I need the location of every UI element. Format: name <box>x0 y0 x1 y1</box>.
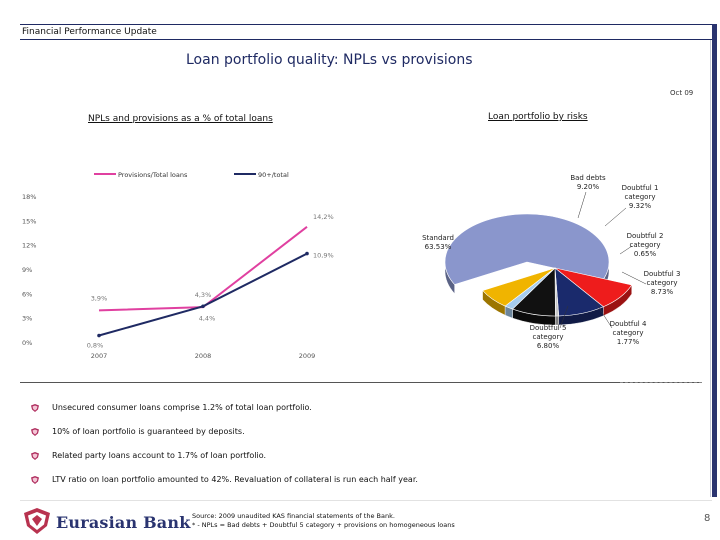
leader-line <box>621 271 647 285</box>
header-bar <box>20 24 712 40</box>
pie-chart-subtitle: Loan portfolio by risks <box>488 112 588 122</box>
shield-bullet-icon <box>31 476 39 484</box>
leader-line <box>577 191 587 219</box>
pie-slice <box>482 267 556 316</box>
y-tick-label: 9% <box>22 266 32 274</box>
bullet-text: Unsecured consumer loans comprise 1.2% o… <box>52 403 312 412</box>
right-accent-bar <box>712 24 717 497</box>
x-tick-label: 2009 <box>299 352 316 360</box>
slice-label: Bad debts 9.20% <box>570 174 606 191</box>
x-tick-label: 2007 <box>91 352 108 360</box>
slide-title: Loan portfolio quality: NPLs vs provisio… <box>186 52 473 68</box>
slice-label: Doubtful 2 category 0.65% <box>627 232 664 258</box>
y-tick-label: 12% <box>22 242 36 250</box>
y-tick-label: 18% <box>22 193 36 201</box>
slice-label: Doubtful 5 category 6.80% <box>530 324 567 350</box>
footer-rule <box>20 500 712 501</box>
data-point <box>97 333 101 338</box>
slice-label: Doubtful 4 category 1.77% <box>610 320 647 346</box>
list-item: 10% of loan portfolio is guaranteed by d… <box>30 426 690 450</box>
slice-label: Standard 63.53% <box>422 234 454 251</box>
bullet-list: Unsecured consumer loans comprise 1.2% o… <box>30 402 690 498</box>
data-label: 4,3% <box>195 291 212 299</box>
x-tick-label: 2008 <box>195 352 212 360</box>
legend-label: Provisions/Total loans <box>118 171 188 179</box>
section-title: Financial Performance Update <box>22 27 157 37</box>
slice-label: Doubtful 3 category 8.73% <box>644 270 681 296</box>
logo-text: Eurasian Bank <box>56 513 191 532</box>
line-chart: Provisions/Total loans 90+/total 18% 15% 12… <box>22 171 334 360</box>
right-rule <box>710 40 711 497</box>
y-tick-label: 6% <box>22 290 32 298</box>
slice-label: Doubtful 1 category 9.32% <box>622 184 659 210</box>
section-divider <box>20 382 702 383</box>
data-label: 14,2% <box>313 213 334 221</box>
leader-line <box>595 302 613 329</box>
source-line: Source: 2009 unaudited KAS financial sta… <box>192 512 395 520</box>
bullet-text: Related party loans account to 1.7% of l… <box>52 451 267 460</box>
leader-line <box>559 305 569 329</box>
y-tick-label: 15% <box>22 217 36 225</box>
leader-line <box>619 245 633 255</box>
legend-label: 90+/total <box>258 171 289 179</box>
source-note: Source: 2009 unaudited KAS financial sta… <box>192 512 455 530</box>
data-point <box>201 304 205 309</box>
bullet-text: 10% of loan portfolio is guaranteed by d… <box>52 427 245 436</box>
y-tick-label: 3% <box>22 315 32 323</box>
line-chart-subtitle: NPLs and provisions as a % of total loan… <box>88 114 273 124</box>
leader-line <box>604 207 627 227</box>
shield-bullet-icon <box>31 452 39 460</box>
date-label: Oct 09 <box>670 89 694 97</box>
bullet-text: LTV ratio on loan portfolio amounted to … <box>52 475 418 484</box>
page-number: 8 <box>704 513 711 524</box>
list-item: Related party loans account to 1.7% of l… <box>30 450 690 474</box>
list-item: Unsecured consumer loans comprise 1.2% o… <box>30 402 690 426</box>
footnote-line: * - NPLs = Bad debts + Doubtful 5 catego… <box>192 521 455 529</box>
bank-logo: Eurasian Bank <box>20 505 190 537</box>
pie-chart: Standard 63.53% Bad debts 9.20% Doubtful 1 ca… <box>422 174 681 350</box>
list-item: LTV ratio on loan portfolio amounted to … <box>30 474 690 498</box>
y-tick-label: 0% <box>22 339 32 347</box>
data-label: 3,9% <box>91 294 108 302</box>
shield-bullet-icon <box>31 404 39 412</box>
divider-dash <box>620 382 702 383</box>
shield-bullet-icon <box>31 428 39 436</box>
data-label: 4,4% <box>199 314 216 322</box>
data-label: 0,8% <box>87 342 104 350</box>
logo-emblem-icon <box>24 508 50 534</box>
data-label: 10,9% <box>313 252 334 260</box>
data-point <box>305 251 309 256</box>
